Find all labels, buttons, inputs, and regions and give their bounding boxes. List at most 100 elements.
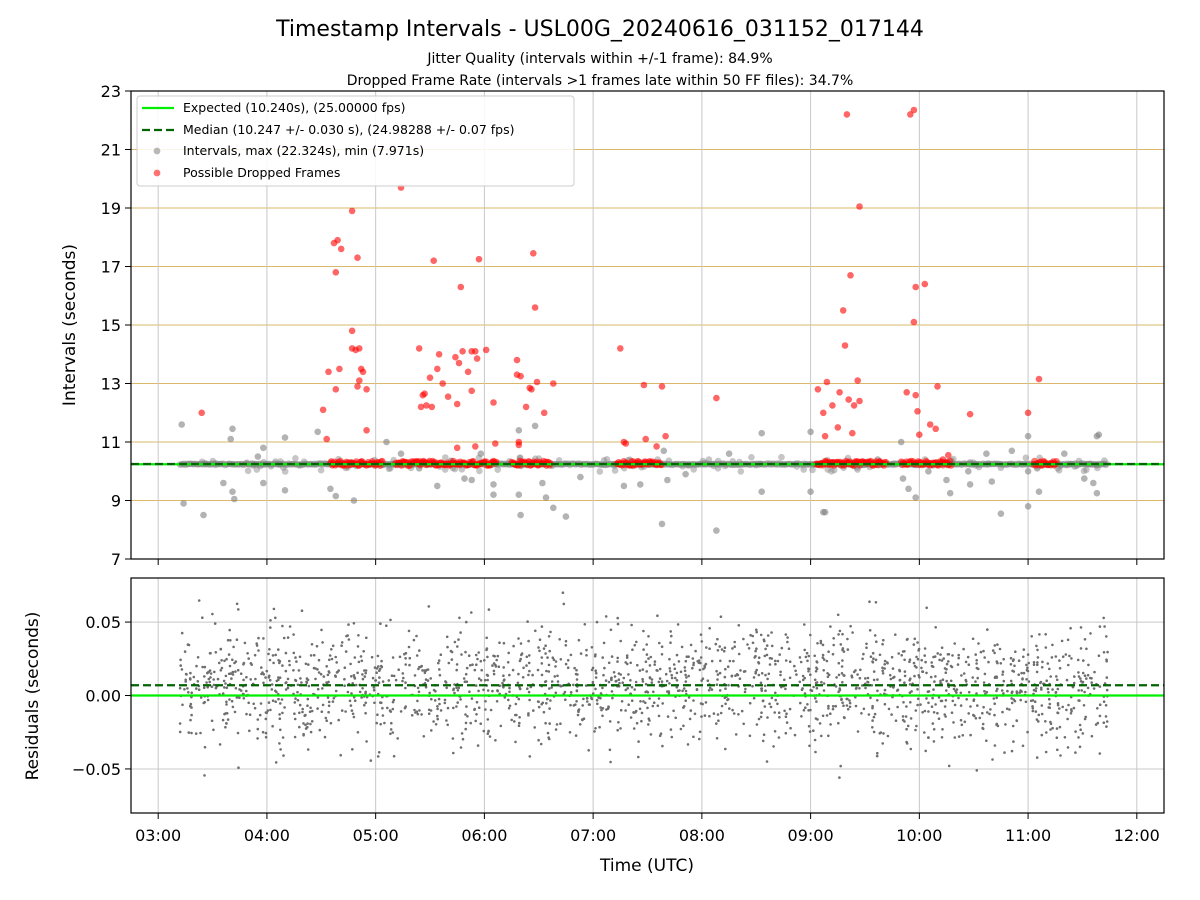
residual-point [809, 633, 812, 637]
residual-point [1056, 687, 1060, 691]
dropped-frame-outlier-point [843, 111, 851, 118]
residual-point [239, 689, 243, 692]
residual-point [923, 709, 927, 713]
residual-point [269, 619, 272, 622]
residual-point [715, 722, 718, 725]
residual-point [439, 709, 443, 712]
residual-point [901, 715, 905, 718]
residual-point [545, 702, 548, 705]
residual-point [461, 737, 465, 741]
residual-point [502, 641, 506, 645]
residual-point [722, 649, 726, 653]
interval-point [800, 466, 807, 473]
interval-outlier-point [531, 422, 539, 430]
interval-outlier-point [383, 438, 390, 446]
residual-point [684, 673, 687, 677]
interval-point [1083, 466, 1090, 474]
interval-outlier-point [912, 494, 919, 501]
interval-outlier-point [517, 511, 524, 519]
residual-point [742, 670, 746, 673]
residual-point [209, 676, 212, 679]
residual-point [285, 681, 288, 684]
interval-outlier-point [966, 481, 974, 488]
residual-point [209, 651, 212, 655]
residual-point [1010, 697, 1013, 700]
residual-point [1012, 670, 1016, 673]
residual-point [710, 659, 714, 663]
residual-point [1077, 675, 1081, 678]
residual-point [443, 701, 447, 705]
residual-point [302, 734, 305, 737]
dropped-frame-outlier-point [921, 280, 929, 288]
residual-point [450, 658, 454, 661]
residual-point [825, 659, 829, 663]
residual-point [1073, 675, 1076, 678]
residual-point [634, 709, 638, 713]
residual-point [540, 656, 544, 659]
residual-point [913, 637, 917, 641]
residual-point [670, 673, 673, 677]
residual-point [872, 657, 875, 660]
residual-point [861, 657, 864, 661]
residual-point [228, 628, 231, 632]
residual-point [788, 660, 792, 663]
residual-point [1027, 680, 1031, 683]
residual-point [1001, 670, 1005, 673]
residual-point [912, 643, 916, 646]
intervals-y-tick-label: 21 [101, 141, 121, 160]
residual-point [871, 704, 874, 708]
residuals-reference-lines [131, 684, 1164, 697]
interval-point [281, 468, 289, 475]
residual-point [965, 698, 968, 701]
residual-point [691, 666, 694, 670]
residual-point [548, 687, 551, 690]
residual-point [906, 724, 910, 728]
dropped-frame-outlier-point [910, 106, 918, 114]
residual-point [591, 692, 595, 695]
residual-point [446, 645, 449, 649]
residual-point [870, 684, 874, 687]
residual-point [795, 673, 798, 676]
dropped-frame-outlier-point [513, 356, 521, 364]
residual-point [307, 663, 310, 666]
residual-point [410, 714, 414, 717]
residual-point [250, 663, 253, 666]
residual-point [624, 709, 627, 712]
residual-point [723, 646, 727, 649]
residual-point [217, 661, 221, 665]
residual-point [459, 698, 462, 701]
residual-point [278, 717, 282, 720]
residual-point [957, 735, 961, 738]
residual-point [583, 623, 587, 626]
residual-point [376, 654, 380, 658]
dropped-frame-outlier-point [492, 440, 499, 447]
residual-point [764, 647, 767, 651]
residual-point [357, 634, 360, 637]
residual-point [475, 700, 479, 704]
residual-point [909, 701, 912, 704]
residual-point [258, 713, 262, 717]
residual-point [699, 633, 703, 636]
residual-point [315, 644, 319, 648]
residual-point [226, 638, 230, 642]
residual-point [903, 670, 907, 673]
residual-point [841, 659, 844, 662]
residual-point [213, 670, 216, 674]
residual-point [883, 659, 887, 663]
residual-point [658, 667, 662, 671]
residual-point [1081, 671, 1085, 675]
residual-point [537, 700, 540, 704]
interval-outlier-point [397, 450, 405, 458]
residual-point [1066, 717, 1069, 721]
residual-point [479, 659, 483, 663]
residual-point [219, 647, 222, 651]
residual-point [861, 684, 864, 687]
dropped-frame-outlier-point [428, 403, 436, 411]
residual-point [353, 699, 357, 702]
residual-point [541, 701, 545, 705]
residual-point [542, 710, 546, 714]
dropped-frame-outlier-point [653, 443, 660, 450]
residual-point [772, 745, 775, 748]
residual-point [404, 681, 407, 684]
intervals-y-tick-label: 13 [101, 375, 121, 394]
